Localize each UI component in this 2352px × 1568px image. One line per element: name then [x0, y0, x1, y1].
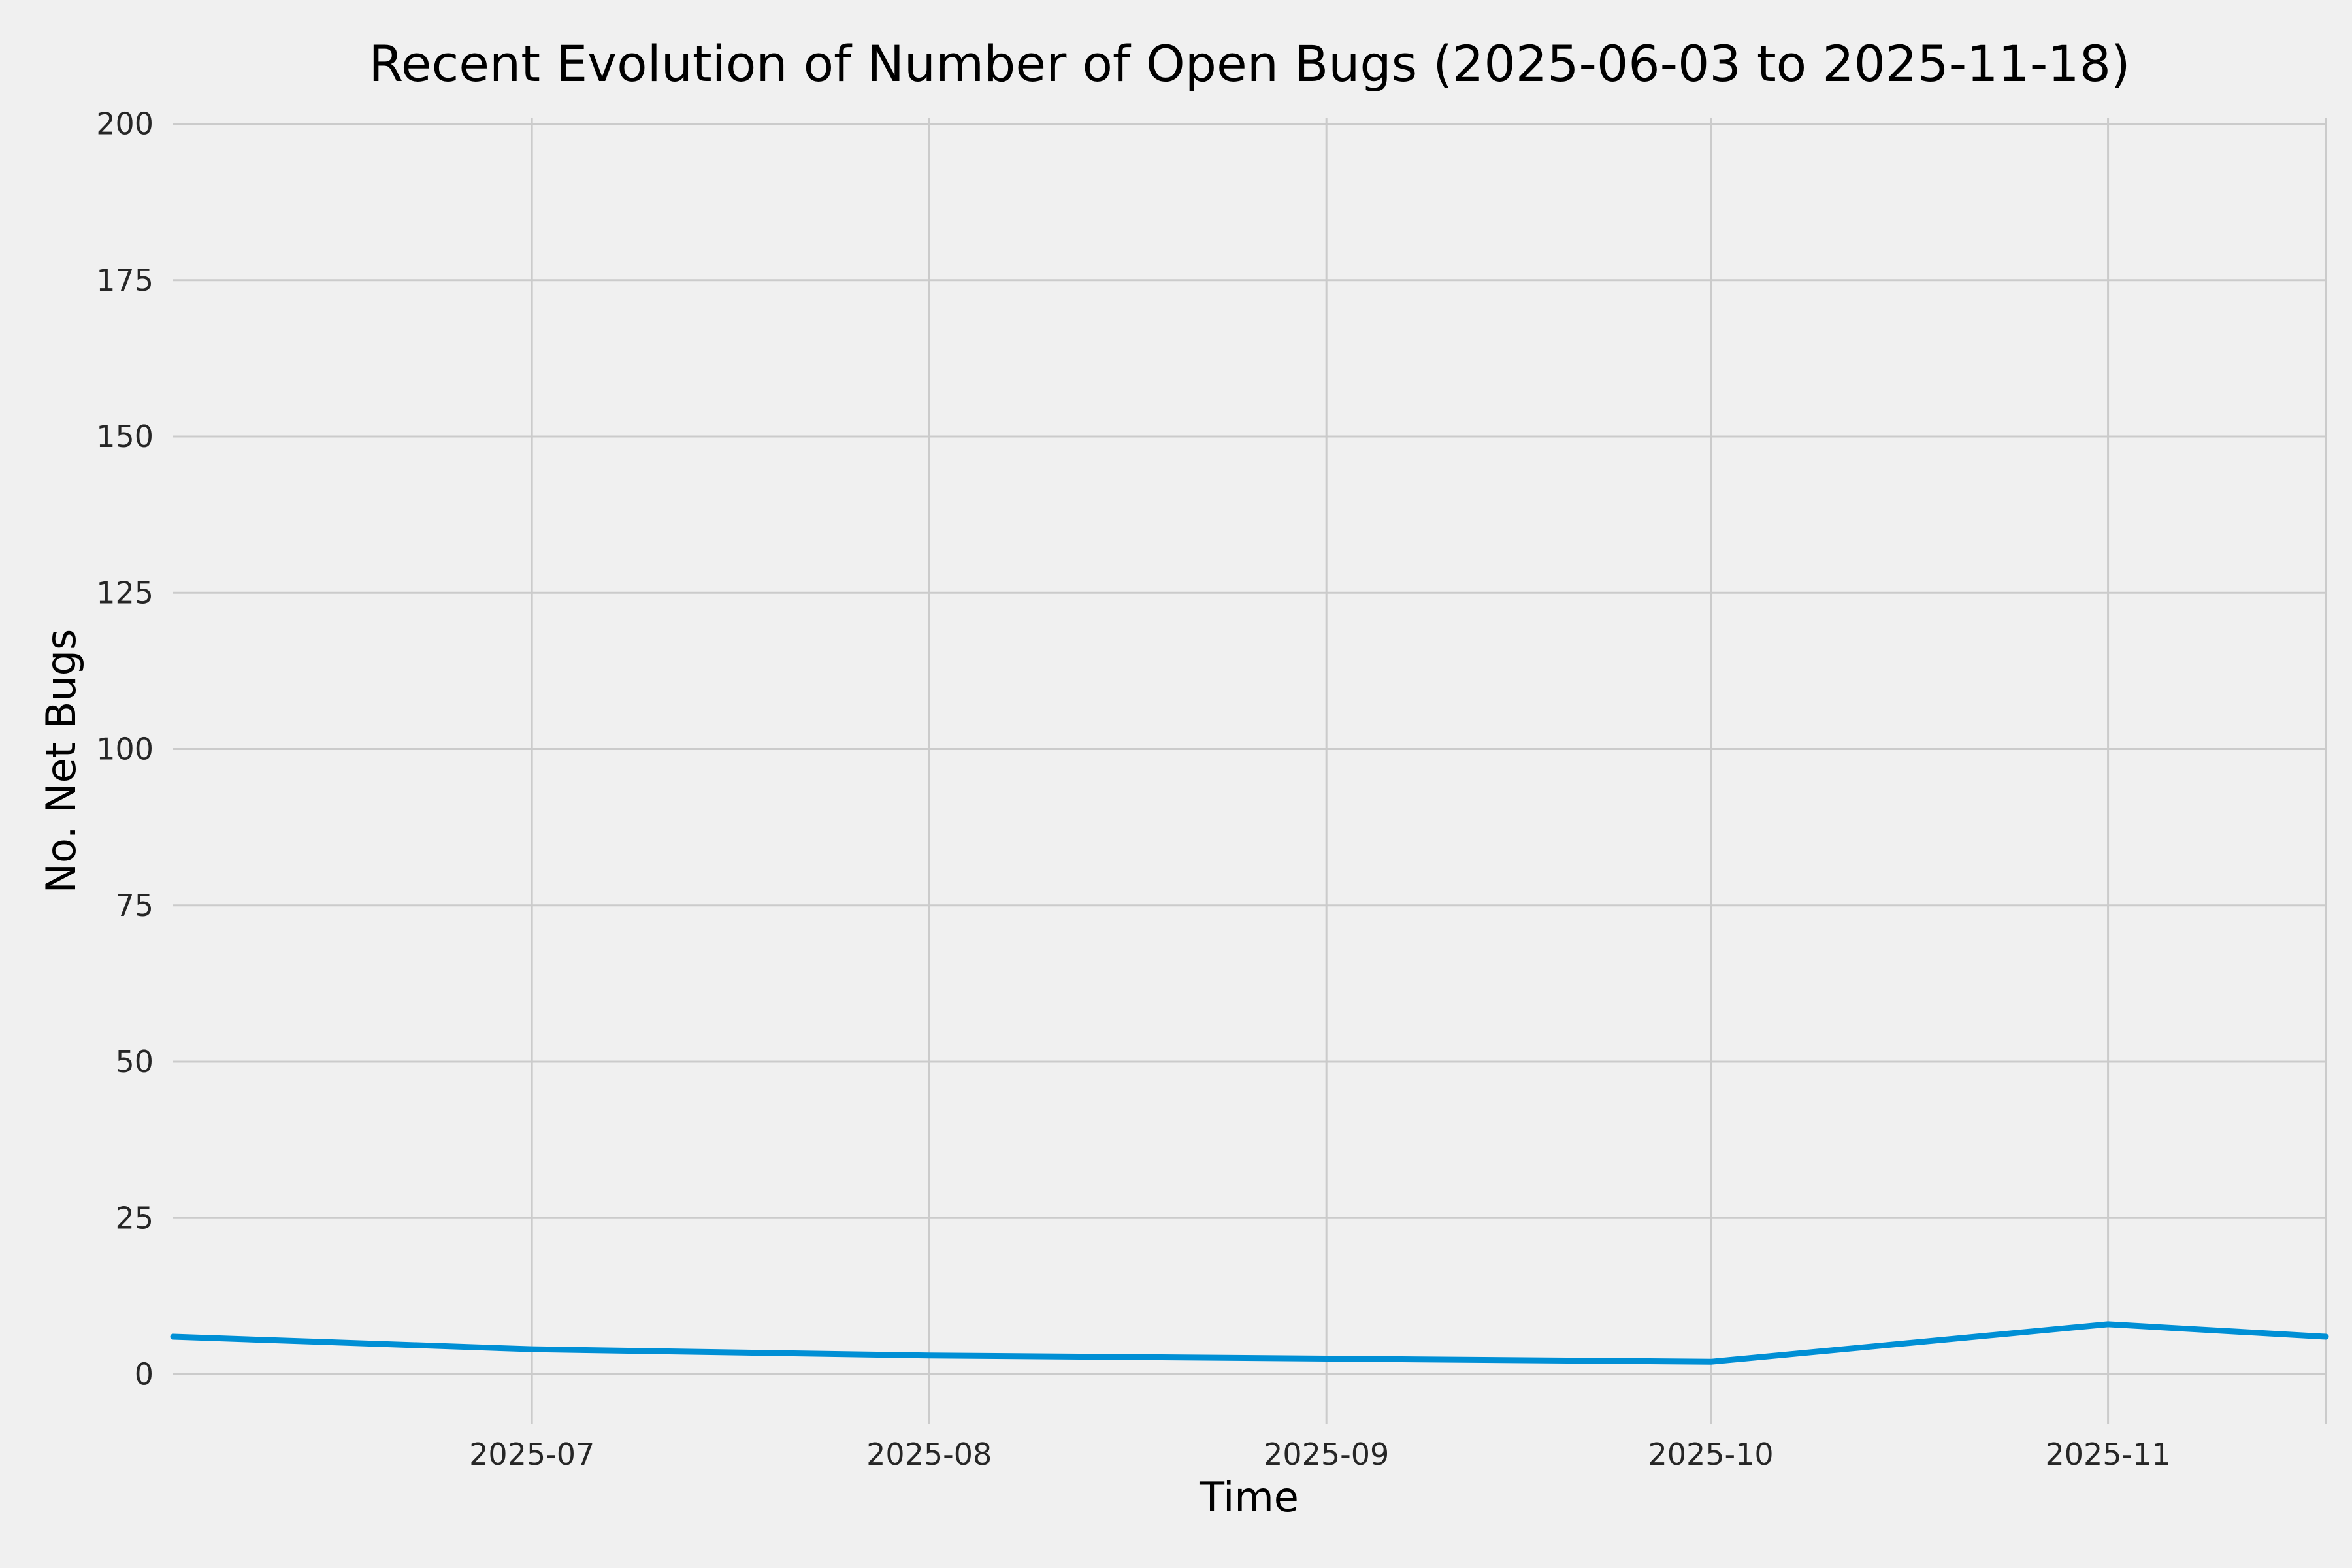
y-tick-label: 200	[96, 106, 154, 142]
y-axis-label: No. Net Bugs	[37, 629, 85, 894]
open-bugs-line	[170, 1321, 2329, 1365]
y-tick-label: 0	[135, 1357, 154, 1392]
y-tick-label: 50	[115, 1044, 154, 1079]
x-tick-label: 2025-11	[2045, 1437, 2170, 1472]
gridlines	[173, 118, 2327, 1424]
x-tick-label: 2025-09	[1264, 1437, 1389, 1472]
x-tick-label: 2025-10	[1648, 1437, 1773, 1472]
y-tick-label: 175	[96, 263, 154, 298]
open-bugs-line-series	[170, 1321, 2329, 1365]
x-tick-labels: 2025-07 2025-08 2025-09 2025-10 2025-11	[469, 1437, 2171, 1472]
x-tick-label: 2025-07	[469, 1437, 595, 1472]
y-tick-label: 150	[96, 419, 154, 454]
y-tick-label: 75	[115, 888, 154, 923]
x-tick-label: 2025-08	[866, 1437, 992, 1472]
chart-title: Recent Evolution of Number of Open Bugs …	[368, 35, 2131, 93]
y-tick-label: 25	[115, 1200, 154, 1235]
x-axis-label: Time	[1200, 1473, 1299, 1521]
y-tick-label: 100	[96, 732, 154, 767]
y-tick-labels: 0 25 50 75 100 125 150 175 200	[96, 106, 154, 1392]
y-tick-label: 125	[96, 575, 154, 610]
